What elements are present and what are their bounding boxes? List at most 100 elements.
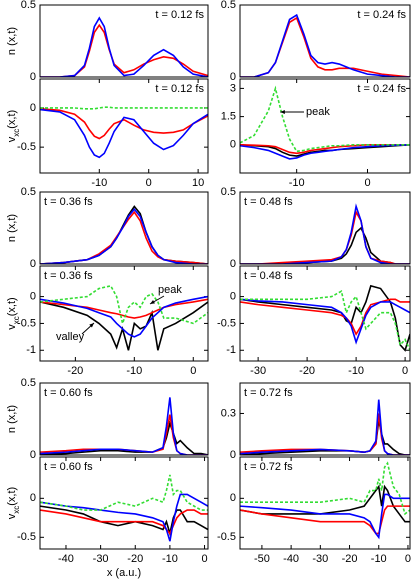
y-tick-label: 0 (230, 449, 236, 461)
x-tick-label: 10 (192, 177, 204, 189)
y-tick-label: 1.5 (221, 111, 236, 123)
time-label: t = 0.24 fs (357, 9, 406, 21)
frame (239, 78, 411, 174)
plot-lines (40, 474, 208, 542)
y-label-rest: (x,t) (6, 110, 18, 129)
series-line (40, 474, 208, 511)
series-line (40, 295, 208, 338)
annotation: valley (56, 331, 85, 343)
series-line (40, 106, 208, 110)
frame (239, 191, 411, 265)
time-label: t = 0.48 fs (244, 270, 293, 282)
time-label: t = 0.24 fs (357, 83, 406, 95)
series-line (40, 16, 208, 77)
x-tick-label: 0 (190, 365, 196, 377)
arrow-head (150, 300, 155, 304)
x-tick-label: -20 (127, 553, 143, 565)
plot-lines (40, 106, 208, 159)
time-label: t = 0.12 fs (155, 83, 204, 95)
x-tick-label: -40 (58, 553, 74, 565)
series-line (240, 290, 410, 351)
y-tick-label: 0 (30, 102, 36, 114)
y-axis-label: n (x,t) (6, 405, 18, 433)
y-tick-label: 0 (230, 139, 236, 151)
y-tick-label: -0.5 (217, 317, 236, 329)
frame (239, 265, 411, 362)
y-label-rest: (x,t) (6, 487, 18, 506)
frame (39, 78, 209, 174)
series-line (240, 484, 410, 523)
series-line (40, 208, 208, 264)
annotation: peak (306, 106, 330, 118)
series-line (240, 399, 410, 455)
series-line (40, 301, 208, 351)
y-tick-label: -1 (26, 344, 36, 356)
series-line (40, 397, 208, 455)
y-label-main: v (6, 324, 18, 330)
x-tick-label: -10 (126, 365, 142, 377)
frame (239, 456, 411, 550)
series-line (240, 493, 410, 540)
time-label: t = 0.48 fs (244, 196, 293, 208)
arrow-head (89, 323, 94, 328)
x-tick-label: -30 (250, 365, 266, 377)
y-tick-label: -0.5 (217, 531, 236, 543)
series-line (40, 205, 208, 264)
series-line (40, 284, 208, 327)
y-tick-label: 0 (30, 492, 36, 504)
series-line (240, 298, 410, 336)
y-axis-label: vxc(x,t) (6, 487, 21, 519)
x-axis-label: x (a.u.) (107, 567, 141, 579)
y-axis-label: vxc(x,t) (6, 110, 21, 142)
x-tick-label: -10 (289, 177, 305, 189)
y-axis-label: n (x,t) (6, 214, 18, 242)
y-tick-label: 0 (30, 290, 36, 302)
plot-lines (240, 203, 410, 264)
y-tick-label: -0.5 (17, 141, 36, 153)
x-tick-label: -30 (312, 553, 328, 565)
y-tick-label: 0 (230, 492, 236, 504)
y-tick-label: 0.5 (221, 186, 236, 198)
y-tick-label: 0 (30, 449, 36, 461)
y-label-main: v (6, 513, 18, 519)
series-line (240, 85, 410, 153)
y-tick-label: 0 (30, 71, 36, 83)
series-line (240, 209, 410, 264)
arrow-head (280, 110, 285, 114)
plot-lines (40, 205, 208, 264)
x-tick-label: -20 (299, 365, 315, 377)
series-line (240, 16, 410, 77)
frame (39, 191, 209, 265)
x-tick-label: -40 (283, 553, 299, 565)
x-tick-label: -50 (254, 553, 270, 565)
y-tick-label: 0.5 (21, 186, 36, 198)
series-line (240, 461, 410, 516)
plot-lines (40, 16, 208, 77)
time-label: t = 0.60 fs (44, 461, 93, 473)
series-line (240, 226, 410, 264)
y-tick-label: 0.3 (221, 407, 236, 419)
series-line (40, 23, 208, 77)
y-label-sub: xc (12, 129, 21, 137)
x-tick-label: -10 (371, 553, 387, 565)
frame (39, 382, 209, 456)
series-line (40, 108, 208, 159)
y-tick-label: 0 (230, 290, 236, 302)
x-tick-label: -10 (162, 553, 178, 565)
y-axis-label: n (x,t) (6, 27, 18, 55)
series-line (240, 144, 410, 157)
time-label: t = 0.36 fs (44, 196, 93, 208)
time-label: t = 0.60 fs (44, 387, 93, 399)
series-line (40, 505, 208, 537)
plot-lines (40, 397, 208, 455)
y-tick-label: 0.5 (21, 0, 36, 11)
y-tick-label: 0.5 (221, 0, 236, 11)
frame (39, 265, 209, 362)
annotation: peak (158, 284, 182, 296)
time-label: t = 0.36 fs (44, 270, 93, 282)
y-label-sub: xc (12, 316, 21, 324)
y-tick-label: 0 (230, 258, 236, 270)
series-line (240, 298, 410, 345)
series-line (240, 144, 410, 155)
